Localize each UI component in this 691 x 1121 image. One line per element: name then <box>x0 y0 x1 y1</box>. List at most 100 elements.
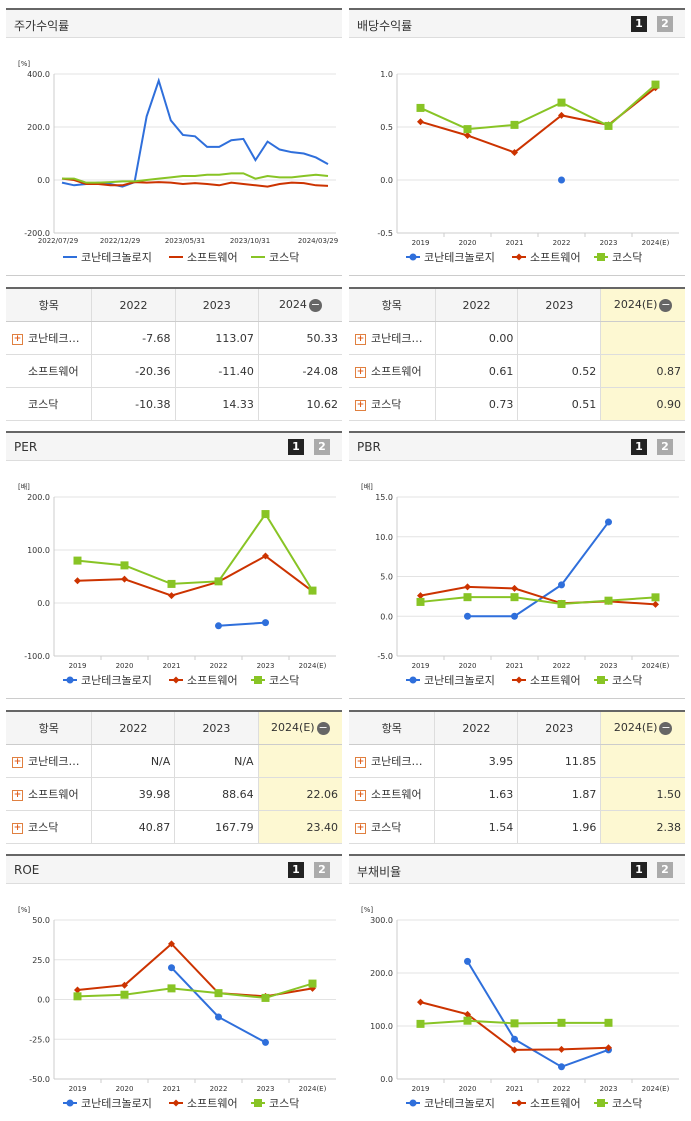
company-point <box>605 518 612 526</box>
expand-icon[interactable]: + <box>12 822 23 834</box>
expand-icon[interactable]: + <box>355 333 366 345</box>
expand-icon[interactable]: + <box>355 789 366 801</box>
row-name-cell[interactable]: + 소프트웨어 <box>6 777 92 811</box>
software-point <box>262 552 269 560</box>
view-1-button[interactable]: 1 <box>288 862 304 878</box>
x-tick-label: 2022/12/29 <box>100 237 140 245</box>
view-2-button[interactable]: 2 <box>657 439 673 455</box>
y-tick-label: 0.5 <box>380 123 393 132</box>
column-header: 2023 <box>517 710 601 745</box>
kosdaq-point <box>308 586 317 595</box>
collapse-icon[interactable]: − <box>659 297 673 312</box>
column-header: 2022 <box>434 287 518 322</box>
legend-marker <box>515 1099 523 1107</box>
expand-icon[interactable]: + <box>12 333 23 345</box>
y-tick-label: 15.0 <box>375 493 393 502</box>
value-cell: 1.87 <box>517 777 601 811</box>
row-name-cell[interactable]: 소프트웨어 <box>6 354 92 388</box>
panel-header: 부채비율 1 2 <box>349 854 685 884</box>
legend-marker <box>66 1099 74 1107</box>
column-header-label: 2024 <box>278 298 307 312</box>
company-point <box>168 964 175 972</box>
x-tick-label: 2019 <box>412 239 430 247</box>
legend-label: 코난테크놀로지 <box>81 674 152 687</box>
company-series-line <box>218 621 266 627</box>
expand-icon[interactable]: + <box>355 366 366 378</box>
kosdaq-point <box>463 1016 472 1025</box>
row-name-cell[interactable]: + 소프트웨어 <box>349 777 435 811</box>
company-series-line <box>170 967 266 1044</box>
value-cell: 0.51 <box>517 387 601 421</box>
view-1-button[interactable]: 1 <box>631 862 647 878</box>
value-cell: 0.73 <box>434 387 518 421</box>
legend-label: 코스닥 <box>612 251 642 264</box>
software-point <box>168 940 175 948</box>
view-2-button[interactable]: 2 <box>314 439 330 455</box>
row-name-cell[interactable]: + 소프트웨어 <box>349 354 436 388</box>
collapse-icon[interactable]: − <box>316 720 330 735</box>
view-2-button[interactable]: 2 <box>657 16 673 32</box>
legend-label: 소프트웨어 <box>187 251 238 264</box>
row-name-cell[interactable]: + 코난테크… <box>6 321 92 355</box>
collapse-icon[interactable]: − <box>659 720 673 735</box>
row-name-cell[interactable]: + 코난테크… <box>6 744 92 778</box>
software-series-line <box>420 585 656 606</box>
value-cell: 11.85 <box>517 744 601 778</box>
kosdaq-series-line <box>420 596 656 606</box>
table-row: + 코스닥 40.87 167.79 23.40 <box>6 810 342 844</box>
legend-label: 코스닥 <box>612 1097 642 1110</box>
software-point <box>309 984 316 992</box>
company-series-line <box>466 960 609 1068</box>
legend-marker <box>172 676 180 684</box>
expand-icon[interactable]: + <box>355 399 366 411</box>
value-cell: 14.33 <box>174 387 259 421</box>
x-tick-label: 2022 <box>210 1085 228 1093</box>
expand-icon[interactable]: + <box>355 822 366 834</box>
value-cell: N/A <box>174 744 259 778</box>
view-1-button[interactable]: 1 <box>288 439 304 455</box>
expand-icon[interactable]: + <box>355 756 366 768</box>
view-2-button[interactable]: 2 <box>657 862 673 878</box>
column-header-label: 2022 <box>462 298 491 312</box>
row-name-cell[interactable]: + 코난테크… <box>349 744 435 778</box>
value-cell <box>600 744 685 778</box>
view-2-button[interactable]: 2 <box>314 862 330 878</box>
row-name-cell[interactable]: + 코스닥 <box>6 810 92 844</box>
x-tick-label: 2023 <box>600 1085 618 1093</box>
kosdaq-point <box>261 510 270 519</box>
kosdaq-point <box>167 579 176 588</box>
collapse-icon[interactable]: − <box>308 297 322 312</box>
company-point <box>558 176 565 184</box>
legend-label: 소프트웨어 <box>530 251 581 264</box>
y-unit-label: [%] <box>361 906 373 914</box>
expand-icon[interactable]: + <box>12 789 23 801</box>
column-header: 2024− <box>257 287 342 322</box>
view-1-button[interactable]: 1 <box>631 439 647 455</box>
column-header: 2022 <box>91 287 176 322</box>
x-tick-label: 2021 <box>163 662 181 670</box>
row-name-cell[interactable]: 코스닥 <box>6 387 92 421</box>
column-header: 2024(E) − <box>600 710 685 745</box>
x-tick-label: 2024(E) <box>642 239 670 247</box>
x-tick-label: 2024(E) <box>299 1085 327 1093</box>
column-header-label: 2024(E) <box>271 721 315 735</box>
software-point <box>558 111 565 119</box>
row-name-cell[interactable]: + 코난테크… <box>349 321 436 355</box>
table-header-row: 항목 2022 2023 2024(E) − <box>349 287 685 322</box>
row-name-cell[interactable]: + 코스닥 <box>349 810 435 844</box>
value-cell: 22.06 <box>257 777 342 811</box>
value-cell: 39.98 <box>91 777 175 811</box>
kosdaq-point <box>557 600 566 609</box>
x-tick-label: 2023 <box>257 662 275 670</box>
column-header-label: 2023 <box>545 721 574 735</box>
table-row: + 소프트웨어 39.98 88.64 22.06 <box>6 777 342 811</box>
view-1-button[interactable]: 1 <box>631 16 647 32</box>
x-tick-label: 2021 <box>163 1085 181 1093</box>
legend-marker <box>254 1099 262 1107</box>
row-name-cell[interactable]: + 코스닥 <box>349 387 436 421</box>
column-header: 2023 <box>174 710 259 745</box>
row-name: 코난테크… <box>28 755 80 768</box>
per-panel: PER 1 2 [배] 200.0 100.0 0.0 -100.0 2019 2020 20… <box>6 431 344 699</box>
y-tick-label: 0.0 <box>380 612 393 621</box>
expand-icon[interactable]: + <box>12 756 23 768</box>
